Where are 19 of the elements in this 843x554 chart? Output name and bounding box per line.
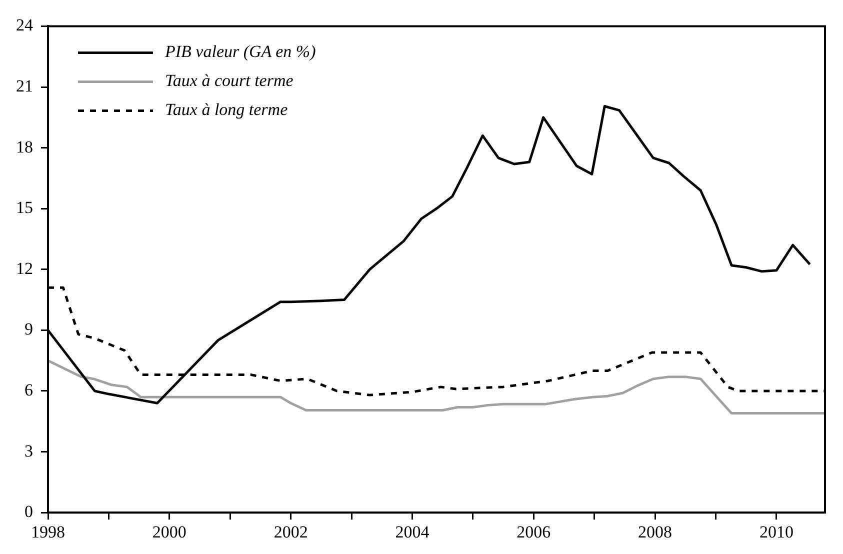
y-tick-label: 21 [16, 76, 33, 96]
legend-label: Taux à court terme [165, 71, 294, 90]
x-tick-label: 2004 [395, 522, 430, 542]
y-tick-label: 18 [16, 137, 33, 156]
legend-label: Taux à long terme [165, 100, 288, 120]
x-tick-label: 2010 [759, 522, 794, 542]
y-tick-label: 3 [24, 441, 33, 460]
y-tick-label: 9 [24, 320, 33, 339]
legend-label: PIB valeur (GA en %) [164, 42, 316, 62]
x-tick-label: 2000 [152, 522, 186, 542]
y-tick-label: 24 [16, 16, 34, 35]
y-tick-label: 6 [24, 380, 33, 400]
x-tick-label: 2002 [274, 522, 308, 542]
y-tick-label: 0 [24, 502, 33, 522]
x-tick-label: 1998 [31, 522, 65, 542]
y-tick-label: 12 [16, 258, 33, 278]
x-tick-label: 2008 [638, 522, 672, 542]
y-tick-label: 15 [16, 198, 33, 218]
x-tick-label: 2006 [516, 522, 551, 542]
